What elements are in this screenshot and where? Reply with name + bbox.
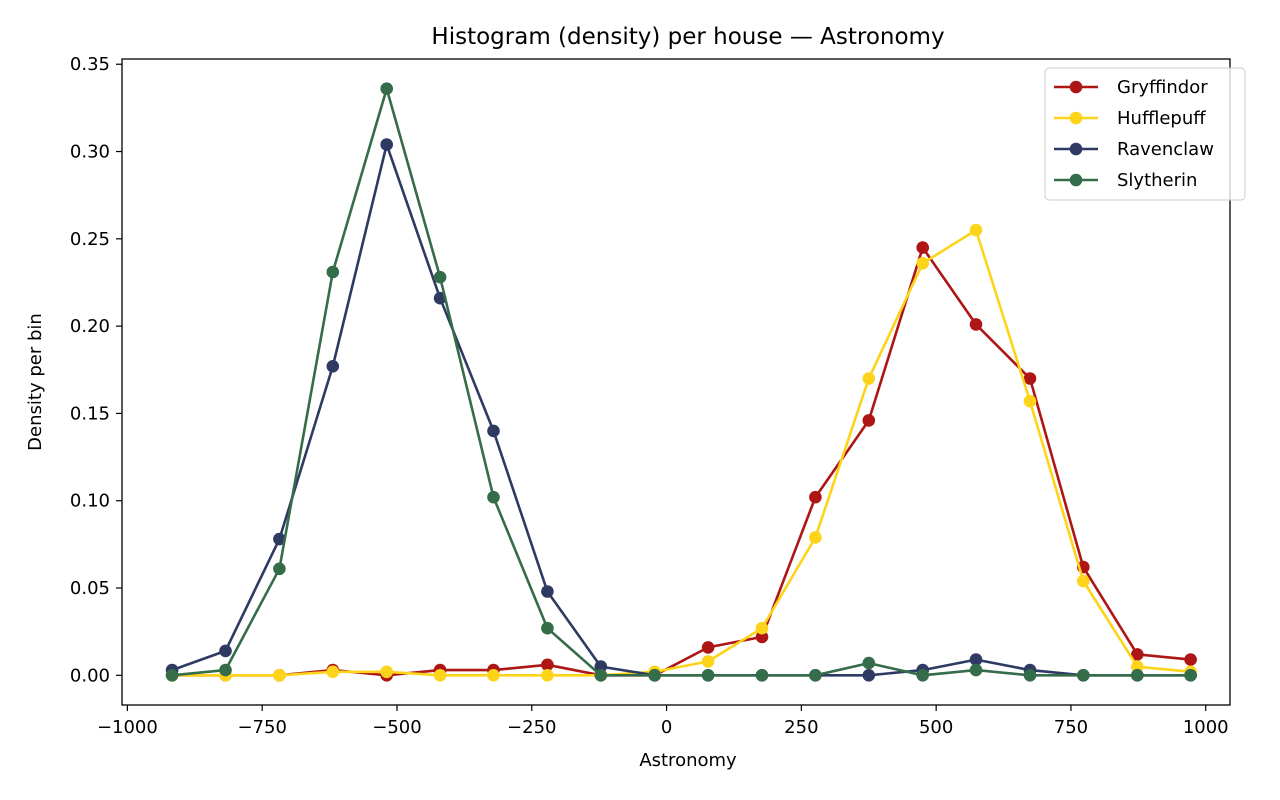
data-point-ravenclaw: [594, 660, 608, 673]
plot-frame: [121, 58, 1231, 706]
legend-label-gryffindor: Gryffindor: [1117, 77, 1208, 98]
legend-marker-gryffindor: [1069, 80, 1083, 94]
series-line-slytherin: [171, 87, 1191, 677]
data-point-hufflepuff: [433, 669, 447, 682]
legend-item-gryffindor: Gryffindor: [1054, 77, 1208, 98]
data-point-slytherin: [219, 663, 232, 677]
data-point-gryffindor: [541, 658, 554, 672]
data-point-slytherin: [1023, 669, 1037, 682]
data-point-hufflepuff: [487, 669, 500, 682]
data-point-hufflepuff: [862, 372, 876, 385]
legend-label-hufflepuff: Hufflepuff: [1117, 108, 1206, 129]
data-point-slytherin: [809, 669, 822, 682]
data-point-gryffindor: [809, 490, 822, 504]
x-axis: −1000 −750 −500 −250 0 250 500 750 1000: [97, 705, 1229, 738]
legend-marker-ravenclaw: [1069, 142, 1083, 156]
legend-label-slytherin: Slytherin: [1117, 170, 1197, 191]
legend-box: [1044, 67, 1246, 201]
y-tick-label: 0.05: [70, 578, 110, 599]
legend-item-ravenclaw: Ravenclaw: [1054, 139, 1214, 160]
data-point-ravenclaw: [969, 653, 983, 666]
data-point-hufflepuff: [1023, 394, 1037, 408]
series-slytherin: [165, 82, 1197, 682]
legend-item-slytherin: Slytherin: [1054, 170, 1197, 191]
data-point-gryffindor: [1023, 372, 1037, 385]
y-axis-label: Density per bin: [25, 313, 46, 451]
data-point-hufflepuff: [273, 669, 286, 682]
x-tick-label: 500: [919, 717, 953, 738]
data-point-hufflepuff: [541, 669, 554, 682]
x-tick-label: 250: [784, 717, 818, 738]
data-point-ravenclaw: [326, 360, 340, 373]
data-point-slytherin: [433, 270, 447, 284]
data-point-hufflepuff: [1131, 660, 1144, 673]
x-tick-label: −750: [237, 717, 286, 738]
x-tick-label: 1000: [1183, 717, 1229, 738]
data-point-slytherin: [273, 562, 286, 576]
data-point-ravenclaw: [273, 532, 286, 546]
x-tick-label: −250: [507, 717, 556, 738]
legend-label-ravenclaw: Ravenclaw: [1117, 139, 1214, 160]
data-point-hufflepuff: [380, 665, 394, 679]
data-point-slytherin: [594, 669, 608, 682]
series-line-hufflepuff: [172, 228, 1191, 677]
legend-item-hufflepuff: Hufflepuff: [1054, 108, 1206, 129]
data-point-gryffindor: [701, 641, 715, 654]
data-point-ravenclaw: [380, 138, 394, 151]
legend-marker-slytherin: [1069, 173, 1083, 187]
x-tick-label: −500: [372, 717, 421, 738]
data-point-ravenclaw: [487, 424, 500, 438]
data-point-slytherin: [165, 669, 179, 682]
data-point-slytherin: [648, 669, 661, 682]
data-point-slytherin: [326, 265, 340, 279]
data-point-gryffindor: [916, 241, 929, 254]
data-point-gryffindor: [1131, 648, 1144, 661]
data-point-hufflepuff: [701, 655, 715, 668]
data-point-slytherin: [916, 669, 929, 682]
data-point-slytherin: [1077, 669, 1090, 682]
data-point-ravenclaw: [862, 669, 876, 682]
x-tick-label: 0: [661, 717, 672, 738]
y-tick-label: 0.15: [70, 403, 110, 424]
data-point-hufflepuff: [326, 665, 340, 679]
data-point-hufflepuff: [809, 531, 822, 544]
x-tick-label: 750: [1054, 717, 1088, 738]
legend-marker-hufflepuff: [1069, 111, 1083, 125]
data-point-gryffindor: [969, 318, 983, 331]
data-point-slytherin: [487, 490, 500, 504]
y-tick-label: 0.10: [70, 491, 110, 512]
plot-area: [121, 58, 1231, 706]
y-axis: 0.00 0.05 0.10 0.15 0.20 0.25 0.30 0.35: [70, 54, 122, 686]
chart-title: Histogram (density) per house — Astronom…: [431, 24, 944, 50]
data-point-ravenclaw: [541, 585, 554, 598]
data-point-hufflepuff: [1077, 574, 1090, 588]
data-point-slytherin: [1131, 669, 1144, 682]
data-point-hufflepuff: [755, 621, 769, 635]
legend: Gryffindor Hufflepuff Ravenclaw Slytherin: [1044, 67, 1246, 201]
x-axis-label: Astronomy: [639, 750, 737, 771]
y-tick-label: 0.35: [70, 54, 110, 75]
data-point-slytherin: [701, 669, 715, 682]
data-point-slytherin: [862, 656, 876, 670]
data-point-slytherin: [1184, 669, 1197, 682]
data-point-ravenclaw: [219, 644, 232, 658]
data-point-gryffindor: [755, 630, 769, 644]
data-point-slytherin: [969, 663, 983, 677]
series-layer: [165, 82, 1197, 682]
y-tick-label: 0.30: [70, 142, 110, 163]
data-point-gryffindor: [1184, 653, 1197, 666]
x-tick-label: −1000: [97, 717, 158, 738]
y-tick-label: 0.20: [70, 316, 110, 337]
data-point-slytherin: [380, 82, 394, 95]
y-tick-label: 0.00: [70, 665, 110, 686]
data-point-slytherin: [541, 621, 554, 635]
y-tick-label: 0.25: [70, 229, 110, 250]
data-point-hufflepuff: [969, 223, 983, 237]
data-point-slytherin: [755, 669, 769, 682]
data-point-hufflepuff: [916, 257, 929, 270]
data-point-gryffindor: [862, 414, 876, 427]
